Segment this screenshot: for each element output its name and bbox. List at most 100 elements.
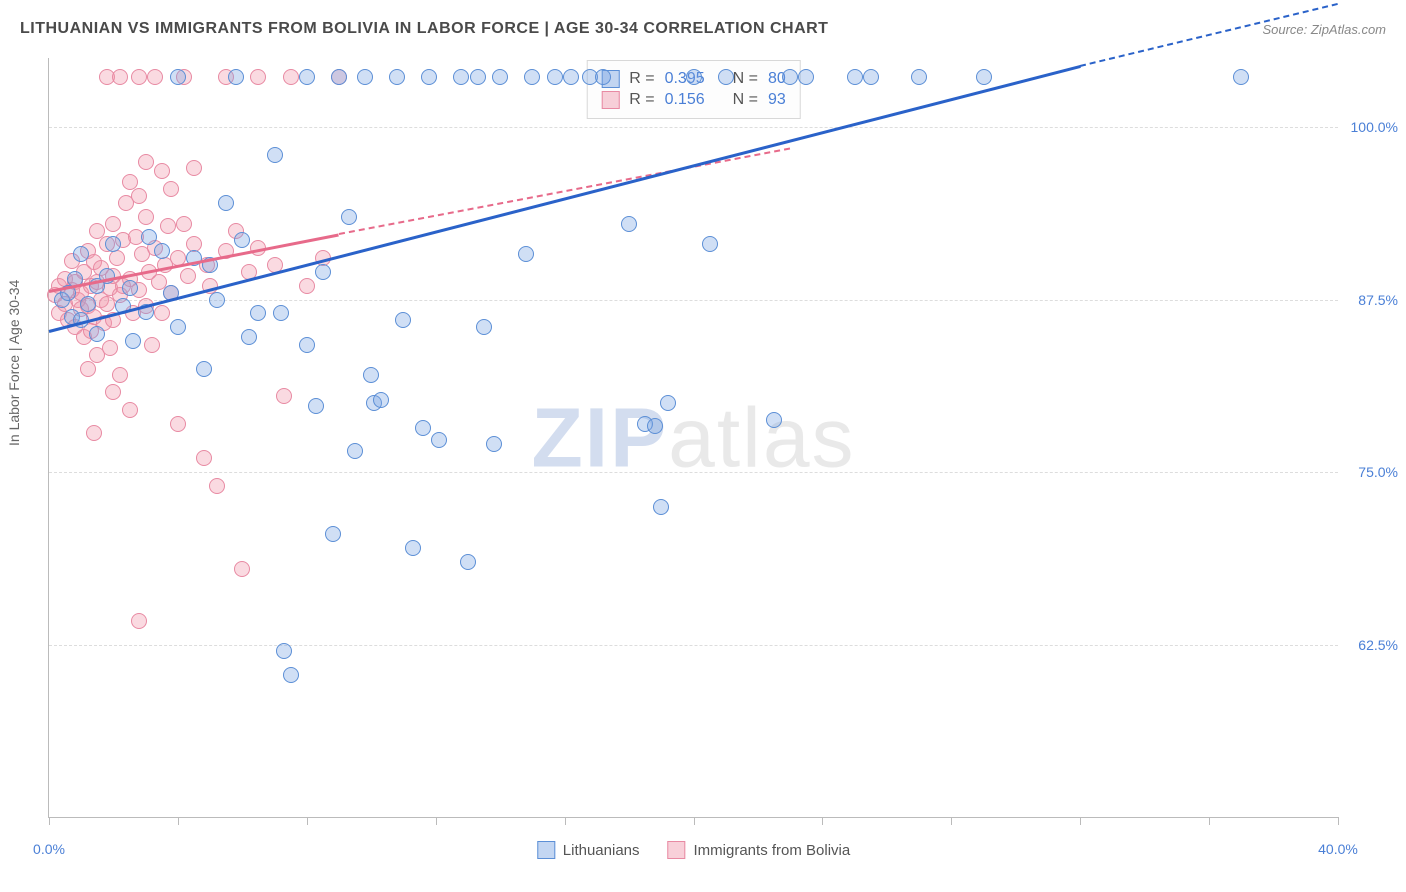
scatter-point bbox=[154, 163, 170, 179]
legend-label: Immigrants from Bolivia bbox=[694, 842, 851, 859]
scatter-point bbox=[163, 181, 179, 197]
scatter-point bbox=[782, 69, 798, 85]
x-tick bbox=[565, 817, 566, 825]
scatter-point bbox=[250, 305, 266, 321]
scatter-point bbox=[911, 69, 927, 85]
gridline-y bbox=[49, 300, 1338, 301]
scatter-point bbox=[138, 209, 154, 225]
scatter-point bbox=[389, 69, 405, 85]
r-label: R = bbox=[629, 70, 654, 88]
scatter-point bbox=[283, 667, 299, 683]
watermark-prefix: ZIP bbox=[531, 390, 668, 484]
x-tick bbox=[951, 817, 952, 825]
scatter-point bbox=[144, 337, 160, 353]
scatter-point bbox=[315, 264, 331, 280]
scatter-point bbox=[653, 499, 669, 515]
scatter-point bbox=[647, 418, 663, 434]
legend-item: Immigrants from Bolivia bbox=[668, 841, 851, 859]
scatter-point bbox=[102, 340, 118, 356]
scatter-point bbox=[476, 319, 492, 335]
x-tick bbox=[49, 817, 50, 825]
scatter-point bbox=[660, 395, 676, 411]
scatter-point bbox=[486, 436, 502, 452]
scatter-point bbox=[347, 443, 363, 459]
scatter-point bbox=[122, 280, 138, 296]
y-tick-label: 87.5% bbox=[1343, 292, 1398, 308]
x-tick-label: 40.0% bbox=[1318, 841, 1358, 857]
scatter-point bbox=[147, 69, 163, 85]
scatter-point bbox=[209, 478, 225, 494]
scatter-point bbox=[186, 160, 202, 176]
scatter-point bbox=[276, 388, 292, 404]
scatter-point bbox=[138, 154, 154, 170]
scatter-point bbox=[276, 643, 292, 659]
r-value: 0.156 bbox=[665, 91, 705, 109]
swatch-series1 bbox=[537, 841, 555, 859]
legend-bottom: Lithuanians Immigrants from Bolivia bbox=[537, 841, 850, 859]
scatter-point bbox=[241, 329, 257, 345]
watermark-suffix: atlas bbox=[668, 390, 855, 484]
scatter-point bbox=[524, 69, 540, 85]
scatter-point bbox=[563, 69, 579, 85]
scatter-point bbox=[331, 69, 347, 85]
scatter-point bbox=[105, 384, 121, 400]
swatch-series2 bbox=[668, 841, 686, 859]
x-tick bbox=[694, 817, 695, 825]
scatter-point bbox=[141, 229, 157, 245]
chart-wrap: LITHUANIAN VS IMMIGRANTS FROM BOLIVIA IN… bbox=[0, 0, 1406, 892]
scatter-point bbox=[518, 246, 534, 262]
x-tick-label: 0.0% bbox=[33, 841, 65, 857]
scatter-point bbox=[718, 69, 734, 85]
y-tick-label: 62.5% bbox=[1343, 637, 1398, 653]
scatter-point bbox=[308, 398, 324, 414]
x-tick bbox=[822, 817, 823, 825]
gridline-y bbox=[49, 645, 1338, 646]
x-tick bbox=[1080, 817, 1081, 825]
scatter-point bbox=[109, 250, 125, 266]
scatter-point bbox=[395, 312, 411, 328]
scatter-point bbox=[131, 69, 147, 85]
scatter-point bbox=[196, 450, 212, 466]
scatter-point bbox=[267, 147, 283, 163]
scatter-point bbox=[180, 268, 196, 284]
scatter-point bbox=[363, 367, 379, 383]
scatter-point bbox=[373, 392, 389, 408]
scatter-point bbox=[798, 69, 814, 85]
scatter-point bbox=[170, 319, 186, 335]
y-tick-label: 75.0% bbox=[1343, 464, 1398, 480]
scatter-point bbox=[299, 69, 315, 85]
scatter-point bbox=[453, 69, 469, 85]
n-label: N = bbox=[733, 70, 758, 88]
scatter-point bbox=[218, 195, 234, 211]
scatter-point bbox=[234, 561, 250, 577]
scatter-point bbox=[112, 69, 128, 85]
plot-area: ZIPatlas R = 0.395 N = 80 R = 0.156 N = … bbox=[48, 58, 1338, 818]
source-label: Source: ZipAtlas.com bbox=[1262, 22, 1386, 37]
scatter-point bbox=[863, 69, 879, 85]
scatter-point bbox=[431, 432, 447, 448]
scatter-point bbox=[415, 420, 431, 436]
scatter-point bbox=[209, 292, 225, 308]
scatter-point bbox=[976, 69, 992, 85]
scatter-point bbox=[341, 209, 357, 225]
scatter-point bbox=[686, 69, 702, 85]
x-tick bbox=[436, 817, 437, 825]
scatter-point bbox=[325, 526, 341, 542]
legend-label: Lithuanians bbox=[563, 842, 640, 859]
scatter-point bbox=[283, 69, 299, 85]
scatter-point bbox=[170, 69, 186, 85]
scatter-point bbox=[160, 218, 176, 234]
scatter-point bbox=[176, 216, 192, 232]
scatter-point bbox=[112, 367, 128, 383]
scatter-point bbox=[196, 361, 212, 377]
scatter-point bbox=[122, 402, 138, 418]
scatter-point bbox=[357, 69, 373, 85]
scatter-point bbox=[86, 425, 102, 441]
scatter-point bbox=[547, 69, 563, 85]
scatter-point bbox=[1233, 69, 1249, 85]
scatter-point bbox=[125, 333, 141, 349]
scatter-point bbox=[299, 337, 315, 353]
trendline bbox=[49, 65, 1081, 333]
scatter-point bbox=[154, 243, 170, 259]
gridline-y bbox=[49, 127, 1338, 128]
